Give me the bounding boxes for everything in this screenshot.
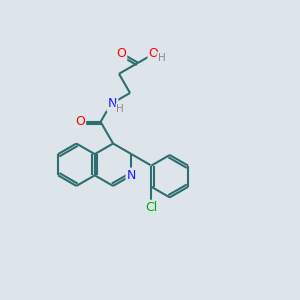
Text: O: O (75, 115, 85, 128)
Text: H: H (116, 104, 124, 114)
Text: Cl: Cl (145, 201, 158, 214)
Text: O: O (149, 47, 158, 60)
Text: O: O (116, 47, 126, 60)
Text: H: H (158, 52, 165, 63)
Text: N: N (108, 98, 117, 110)
Text: N: N (127, 169, 136, 182)
